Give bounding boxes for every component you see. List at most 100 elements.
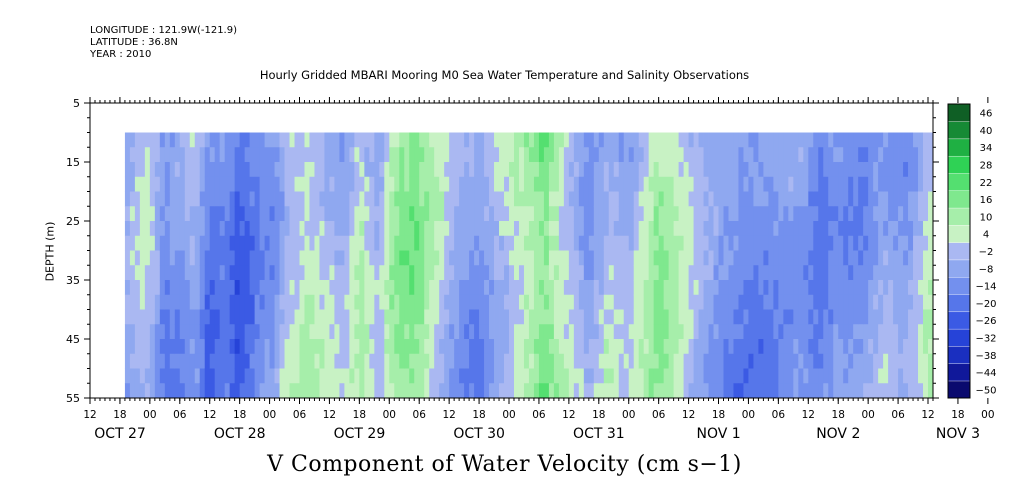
heatmap-cell bbox=[773, 250, 779, 266]
heatmap-cell bbox=[449, 265, 455, 281]
heatmap-cell bbox=[269, 353, 275, 369]
heatmap-cell bbox=[823, 280, 829, 296]
heatmap-cell bbox=[244, 280, 251, 296]
heatmap-cell bbox=[344, 368, 350, 384]
heatmap-cell bbox=[419, 353, 425, 369]
heatmap-cell bbox=[359, 162, 365, 178]
heatmap-cell bbox=[583, 324, 590, 340]
heatmap-cell bbox=[713, 353, 719, 369]
heatmap-cell bbox=[279, 294, 285, 310]
heatmap-cell bbox=[723, 309, 729, 325]
heatmap-cell bbox=[279, 250, 285, 266]
heatmap-cell bbox=[813, 162, 819, 178]
heatmap-cell bbox=[608, 265, 615, 281]
heatmap-cell bbox=[563, 221, 570, 237]
heatmap-cell bbox=[808, 132, 814, 148]
heatmap-cell bbox=[244, 368, 251, 384]
heatmap-cell bbox=[319, 162, 325, 178]
heatmap-cell bbox=[668, 132, 675, 148]
heatmap-cell bbox=[469, 339, 475, 355]
heatmap-cell bbox=[399, 176, 405, 192]
heatmap-cell bbox=[159, 221, 166, 237]
heatmap-cell bbox=[319, 176, 325, 192]
heatmap-cell bbox=[394, 191, 400, 207]
heatmap-cell bbox=[898, 324, 904, 340]
heatmap-cell bbox=[354, 250, 360, 266]
heatmap-cell bbox=[903, 324, 909, 340]
heatmap-cell bbox=[618, 309, 625, 325]
heatmap-cell bbox=[838, 383, 844, 398]
heatmap-cell bbox=[209, 383, 216, 398]
heatmap-cell bbox=[533, 294, 540, 310]
heatmap-cell bbox=[449, 368, 455, 384]
heatmap-cell bbox=[763, 132, 769, 148]
heatmap-cell bbox=[379, 383, 385, 398]
heatmap-cell bbox=[479, 147, 485, 163]
heatmap-cell bbox=[693, 191, 699, 207]
heatmap-cell bbox=[793, 368, 799, 384]
heatmap-cell bbox=[823, 162, 829, 178]
heatmap-cell bbox=[918, 250, 924, 266]
heatmap-cell bbox=[244, 324, 251, 340]
heatmap-cell bbox=[513, 280, 520, 296]
heatmap-cell bbox=[224, 339, 231, 355]
heatmap-cell bbox=[409, 353, 415, 369]
heatmap-cell bbox=[913, 235, 919, 251]
heatmap-cell bbox=[523, 132, 530, 148]
heatmap-cell bbox=[893, 324, 899, 340]
heatmap-cell bbox=[129, 235, 136, 251]
heatmap-cell bbox=[479, 309, 485, 325]
heatmap-cell bbox=[404, 162, 410, 178]
heatmap-cell bbox=[194, 235, 201, 251]
heatmap-cell bbox=[489, 280, 495, 296]
heatmap-cell bbox=[504, 353, 510, 369]
heatmap-cell bbox=[219, 324, 226, 340]
heatmap-cell bbox=[339, 353, 345, 369]
heatmap-cell bbox=[618, 294, 625, 310]
heatmap-cell bbox=[643, 147, 650, 163]
heatmap-cell bbox=[424, 265, 430, 281]
heatmap-cell bbox=[623, 294, 630, 310]
heatmap-cell bbox=[134, 206, 141, 222]
heatmap-cell bbox=[868, 176, 874, 192]
heatmap-cell bbox=[259, 280, 265, 296]
heatmap-cell bbox=[643, 383, 650, 398]
heatmap-cell bbox=[798, 339, 804, 355]
heatmap-cell bbox=[823, 383, 829, 398]
heatmap-cell bbox=[364, 368, 370, 384]
heatmap-cell bbox=[758, 132, 764, 148]
heatmap-cell bbox=[144, 265, 151, 281]
heatmap-cell bbox=[224, 206, 231, 222]
heatmap-cell bbox=[678, 309, 684, 325]
heatmap-cell bbox=[583, 206, 590, 222]
heatmap-cell bbox=[738, 368, 744, 384]
heatmap-cell bbox=[249, 162, 256, 178]
heatmap-cell bbox=[593, 147, 600, 163]
heatmap-cell bbox=[369, 235, 375, 251]
heatmap-cell bbox=[858, 221, 864, 237]
heatmap-cell bbox=[164, 147, 171, 163]
heatmap-cell bbox=[618, 324, 625, 340]
heatmap-cell bbox=[713, 280, 719, 296]
heatmap-cell bbox=[234, 383, 241, 398]
heatmap-cell bbox=[494, 353, 500, 369]
heatmap-cell bbox=[359, 132, 365, 148]
heatmap-cell bbox=[868, 235, 874, 251]
heatmap-cell bbox=[748, 294, 754, 310]
heatmap-cell bbox=[653, 235, 660, 251]
colorbar-swatch bbox=[947, 311, 971, 330]
heatmap-cell bbox=[169, 221, 176, 237]
heatmap-cell bbox=[858, 324, 864, 340]
heatmap-cell bbox=[573, 309, 580, 325]
heatmap-cell bbox=[748, 309, 754, 325]
heatmap-cell bbox=[164, 235, 171, 251]
heatmap-cell bbox=[848, 353, 854, 369]
heatmap-cell bbox=[838, 309, 844, 325]
heatmap-cell bbox=[384, 250, 390, 266]
heatmap-cell bbox=[214, 132, 221, 148]
heatmap-cell bbox=[518, 235, 525, 251]
heatmap-cell bbox=[808, 176, 814, 192]
heatmap-cell bbox=[788, 339, 794, 355]
heatmap-cell bbox=[439, 280, 445, 296]
heatmap-cell bbox=[698, 235, 704, 251]
